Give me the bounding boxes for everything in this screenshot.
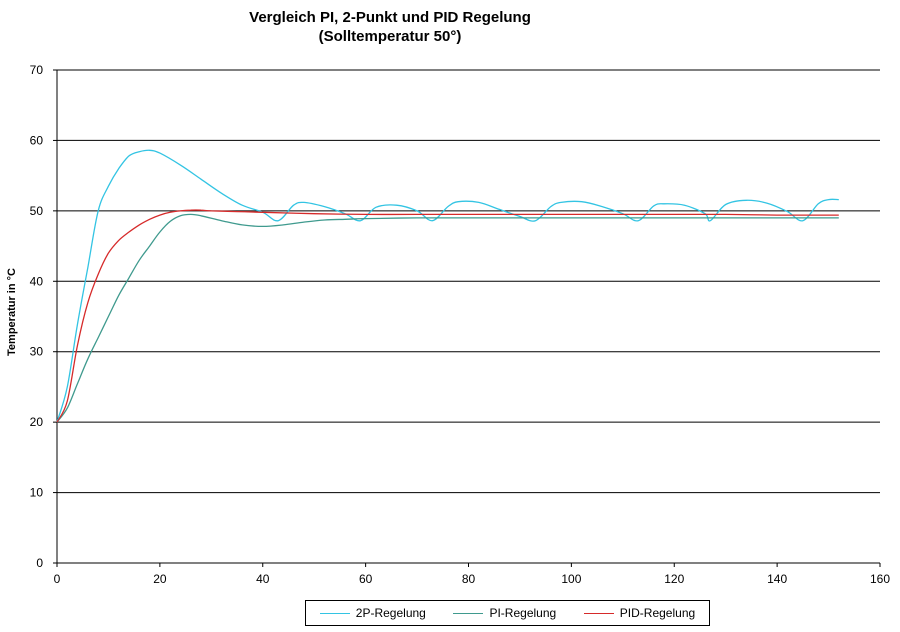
x-tick-label: 0 [54,572,61,586]
chart-title-block: Vergleich PI, 2-Punkt und PID Regelung (… [170,8,610,46]
y-tick-label: 0 [36,556,43,570]
x-tick-label: 140 [767,572,787,586]
legend-item-pid-regelung: PID-Regelung [583,606,696,620]
x-tick-label: 80 [462,572,476,586]
legend-label: PID-Regelung [619,606,696,620]
x-tick-label: 40 [256,572,270,586]
legend-swatch [319,612,350,614]
legend-item-pi-regelung: PI-Regelung [453,606,556,620]
x-tick-label: 120 [664,572,684,586]
legend: 2P-Regelung PI-Regelung PID-Regelung [305,600,710,626]
x-tick-label: 160 [870,572,890,586]
chart-title: Vergleich PI, 2-Punkt und PID Regelung [249,9,531,26]
legend-swatch [453,612,484,614]
series-lines [56,149,839,423]
axes [53,69,881,567]
x-tick-label: 100 [561,572,581,586]
series-line-pi-regelung [56,213,839,423]
y-tick-label: 20 [30,415,44,429]
y-tick-label: 50 [30,204,44,218]
legend-item-2p-regelung: 2P-Regelung [319,606,426,620]
y-tick-label: 30 [30,345,44,359]
y-tick-label: 40 [30,274,44,288]
legend-label: 2P-Regelung [355,606,426,620]
chart-subtitle: (Solltemperatur 50°) [318,28,462,45]
x-tick-label: 20 [153,572,167,586]
y-tick-label: 70 [30,63,44,77]
x-tick-label: 60 [359,572,373,586]
series-line-pid-regelung [56,209,839,423]
line-chart: 0 10 20 30 40 50 60 70 0 20 40 60 80 100 120 140 160 [30,63,891,586]
legend-swatch [583,612,614,614]
legend-label: PI-Regelung [489,606,557,620]
y-tick-label: 10 [30,486,44,500]
tick-labels: 0 10 20 30 40 50 60 70 0 20 40 60 80 100 120 140 160 [30,63,891,586]
y-tick-label: 60 [30,133,44,147]
grid-lines [57,69,880,494]
series-line-2p-regelung [56,149,839,423]
